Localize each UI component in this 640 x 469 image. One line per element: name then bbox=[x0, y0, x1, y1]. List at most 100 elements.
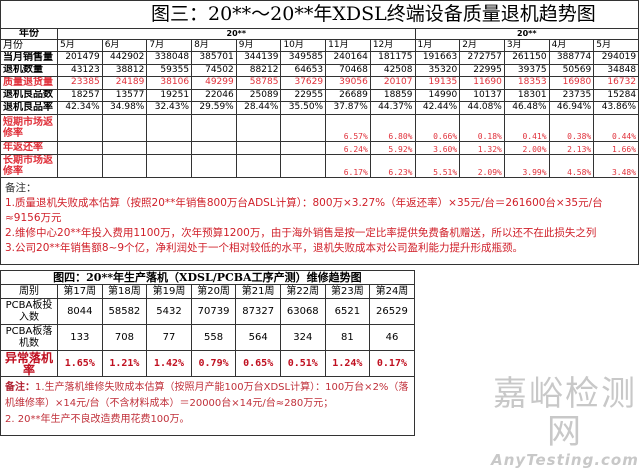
cell-value bbox=[280, 153, 327, 178]
cell-value: 34.98% bbox=[101, 101, 148, 115]
cell-value: 26689 bbox=[325, 88, 371, 102]
cell-value: 294019 bbox=[593, 51, 640, 65]
cell-value: 23735 bbox=[548, 88, 595, 102]
note-line: 2. 20**年生产不良改造费用花费100万。 bbox=[5, 414, 190, 425]
cell-value: 39056 bbox=[325, 76, 371, 90]
row-label: 异常落机率 bbox=[0, 350, 58, 377]
month-label: 月份 bbox=[0, 39, 58, 52]
cell-value: 42.44% bbox=[414, 101, 461, 115]
cell-value: 338048 bbox=[146, 51, 193, 65]
week-header: 第18周 bbox=[101, 284, 148, 299]
cell-value: 42.34% bbox=[57, 101, 103, 115]
cell-value: 3.99% bbox=[503, 153, 550, 178]
month-header: 9月 bbox=[235, 39, 282, 52]
cell-value: 81 bbox=[324, 324, 371, 351]
row-label: 质量退货量 bbox=[0, 76, 58, 90]
cell-value: 5.51% bbox=[414, 153, 461, 178]
cell-value: 6.17% bbox=[325, 153, 371, 178]
cell-value: 0.17% bbox=[369, 350, 415, 377]
week-label: 周别 bbox=[0, 284, 58, 299]
week-header: 第23周 bbox=[324, 284, 371, 299]
cell-value: 388774 bbox=[548, 51, 595, 65]
cell-value: 3.60% bbox=[414, 140, 461, 155]
cell-value: 1.24% bbox=[324, 350, 371, 377]
production-failure-trend-table: 图四：20**年生产落机（XDSL/PCBA工序产测）维修趋势图 周别 第17周第… bbox=[0, 270, 415, 436]
cell-value: 43123 bbox=[57, 63, 103, 77]
table-row: 退机数量 43123 38812 59355 74502 88212 64653 70468 4… bbox=[0, 63, 640, 77]
cell-value: 272757 bbox=[459, 51, 505, 65]
cell-value bbox=[280, 113, 327, 142]
cell-value: 18859 bbox=[369, 88, 416, 102]
cell-value: 385701 bbox=[191, 51, 237, 65]
cell-value: 34848 bbox=[593, 63, 640, 77]
cell-value: 77 bbox=[146, 324, 192, 351]
cell-value: 28.44% bbox=[235, 101, 282, 115]
cell-value: 39375 bbox=[503, 63, 550, 77]
cell-value: 32.43% bbox=[146, 101, 193, 115]
row-label: 当月销售量 bbox=[0, 51, 58, 65]
cell-value: 44.37% bbox=[369, 101, 416, 115]
cell-value: 6.57% bbox=[325, 113, 371, 142]
table-row: 年返还率 6.24% 5.92% 3.60% 1.32% 2.00% 2.13% 1.66% bbox=[0, 140, 640, 155]
table-title: 图三：20**～20**年XDSL终端设备质量退机趋势图 bbox=[0, 0, 640, 29]
cell-value: 18301 bbox=[503, 88, 550, 102]
cell-value: 11690 bbox=[459, 76, 505, 90]
cell-value: 1.42% bbox=[146, 350, 192, 377]
cell-value: 6521 bbox=[324, 298, 371, 325]
cell-value: 10137 bbox=[459, 88, 505, 102]
cell-value: 564 bbox=[235, 324, 281, 351]
cell-value bbox=[146, 153, 193, 178]
cell-value: 2.09% bbox=[459, 153, 505, 178]
cell-value: 46 bbox=[369, 324, 415, 351]
cell-value: 63068 bbox=[279, 298, 326, 325]
cell-value: 35.50% bbox=[280, 101, 327, 115]
cell-value: 349585 bbox=[280, 51, 327, 65]
cell-value: 59355 bbox=[146, 63, 193, 77]
month-header: 8月 bbox=[191, 39, 237, 52]
month-header: 1月 bbox=[414, 39, 461, 52]
cell-value: 49299 bbox=[191, 76, 237, 90]
cell-value: 240164 bbox=[325, 51, 371, 65]
cell-value: 14990 bbox=[414, 88, 461, 102]
cell-value: 6.23% bbox=[369, 153, 416, 178]
cell-value bbox=[101, 113, 148, 142]
cell-value: 50569 bbox=[548, 63, 595, 77]
cell-value: 0.41% bbox=[503, 113, 550, 142]
cell-value: 26529 bbox=[369, 298, 415, 325]
cell-value: 0.44% bbox=[593, 113, 640, 142]
year-header: 20** bbox=[57, 28, 416, 40]
cell-value bbox=[101, 153, 148, 178]
cell-value: 181175 bbox=[369, 51, 416, 65]
cell-value: 70468 bbox=[325, 63, 371, 77]
cell-value: 87327 bbox=[235, 298, 281, 325]
cell-value: 0.18% bbox=[459, 113, 505, 142]
cell-value: 708 bbox=[101, 324, 148, 351]
week-header: 第22周 bbox=[279, 284, 326, 299]
month-header: 5月 bbox=[593, 39, 640, 52]
cell-value: 25089 bbox=[235, 88, 282, 102]
month-header: 4月 bbox=[548, 39, 595, 52]
cell-value bbox=[191, 113, 237, 142]
cell-value bbox=[235, 140, 282, 155]
year-label: 年份 bbox=[0, 28, 58, 40]
month-header: 10月 bbox=[280, 39, 327, 52]
row-label: 退机良品数 bbox=[0, 88, 58, 102]
cell-value bbox=[101, 140, 148, 155]
note-line: 2.维修中心20**年投入费用1100万，次年预算1200万，由于海外销售是按一… bbox=[5, 226, 597, 239]
month-header: 2月 bbox=[459, 39, 505, 52]
cell-value: 38812 bbox=[101, 63, 148, 77]
cell-value: 261150 bbox=[503, 51, 550, 65]
cell-value: 29.59% bbox=[191, 101, 237, 115]
cell-value: 1.32% bbox=[459, 140, 505, 155]
cell-value: 88212 bbox=[235, 63, 282, 77]
cell-value: 58785 bbox=[235, 76, 282, 90]
cell-value: 18257 bbox=[57, 88, 103, 102]
cell-value bbox=[235, 153, 282, 178]
cell-value bbox=[57, 113, 103, 142]
cell-value bbox=[146, 113, 193, 142]
cell-value: 0.51% bbox=[279, 350, 326, 377]
cell-value: 43.86% bbox=[593, 101, 640, 115]
notes-block: 备注： 1.质量退机失败成本估算（按照20**年销售800万台ADSL计算）：80… bbox=[0, 176, 640, 265]
notes-heading: 备注： bbox=[5, 181, 37, 194]
cell-value: 24189 bbox=[101, 76, 148, 90]
